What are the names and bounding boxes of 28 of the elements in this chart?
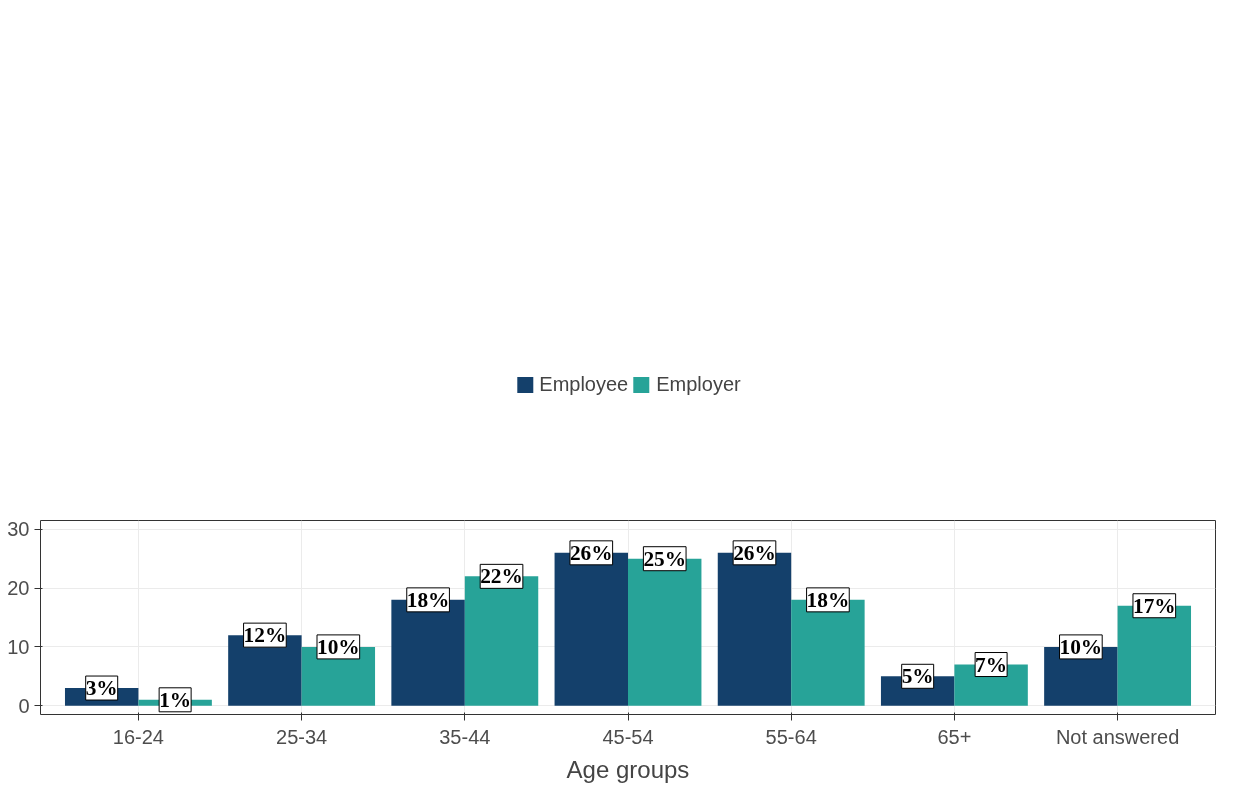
x-tick-label: 35-44 [439, 725, 491, 748]
x-tick-label: Not answered [1055, 725, 1180, 748]
data-label: 12% [243, 623, 287, 648]
data-label: 26% [569, 540, 613, 565]
data-label: 22% [480, 564, 523, 589]
data-label: 10% [1059, 634, 1103, 659]
x-tick-label: 65+ [937, 725, 972, 748]
data-label: 17% [1132, 593, 1176, 618]
x-tick-label: 55-64 [765, 725, 817, 748]
y-tick-label: 10 [7, 635, 30, 658]
y-tick-label: 0 [18, 694, 30, 717]
y-tick-label: 30 [7, 518, 30, 541]
x-tick-label: 25-34 [276, 725, 328, 748]
data-label: 3% [85, 676, 118, 701]
data-label: 18% [406, 587, 450, 612]
data-label: 26% [733, 540, 776, 565]
legend-label: Employer [656, 372, 741, 396]
x-axis-title: Age groups [566, 755, 690, 783]
legend-label: Employee [539, 372, 629, 396]
data-label: 7% [975, 652, 1008, 677]
x-tick-label: 16-24 [112, 725, 164, 748]
data-label: 18% [806, 587, 850, 612]
x-tick-label: 45-54 [602, 725, 654, 748]
data-label: 10% [317, 634, 360, 659]
data-label: 25% [643, 546, 687, 571]
data-label: 1% [159, 687, 192, 712]
data-label: 5% [901, 664, 934, 689]
y-tick-label: 20 [7, 577, 30, 600]
